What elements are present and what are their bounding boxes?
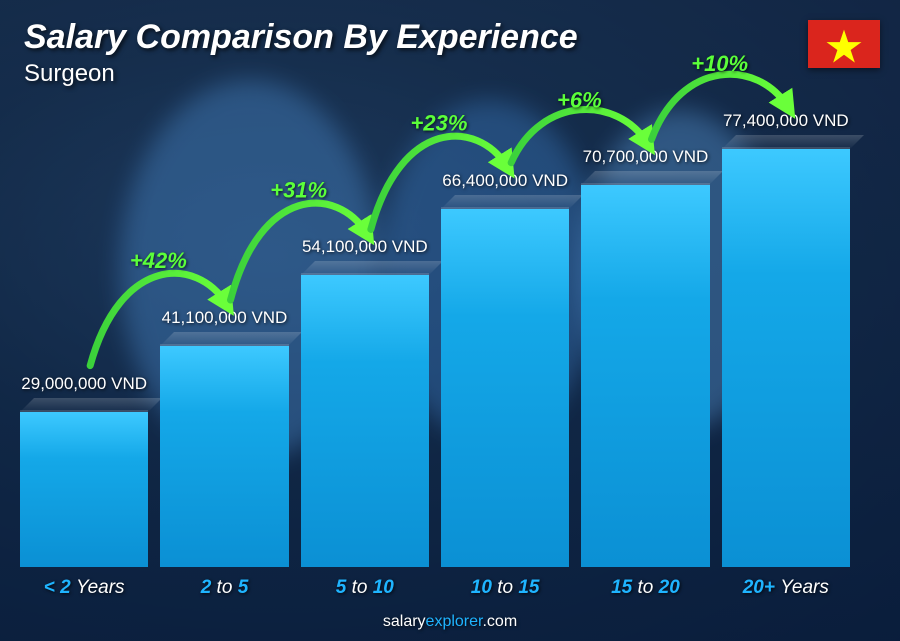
bar-value-label: 29,000,000 VND	[21, 374, 147, 394]
bar-value-label: 70,700,000 VND	[583, 147, 709, 167]
page-title: Salary Comparison By Experience	[24, 18, 578, 57]
bar-slot: 66,400,000 VND10 to 15	[441, 147, 569, 567]
bar-slot: 77,400,000 VND20+ Years	[722, 147, 850, 567]
bar-category-label: 5 to 10	[336, 577, 394, 599]
bar: 66,400,000 VND	[441, 207, 569, 567]
footer-brand: salaryexplorer.com	[0, 613, 900, 631]
bar-slot: 29,000,000 VND< 2 Years	[20, 147, 148, 567]
bar-category-label: 15 to 20	[611, 577, 680, 599]
bar: 29,000,000 VND	[20, 410, 148, 567]
bar-slot: 54,100,000 VND5 to 10	[301, 147, 429, 567]
bar-category-label: 10 to 15	[471, 577, 540, 599]
bar: 41,100,000 VND	[160, 344, 288, 567]
bar-category-label: < 2 Years	[44, 577, 125, 599]
bar-slot: 41,100,000 VND2 to 5	[160, 147, 288, 567]
bar: 77,400,000 VND	[722, 147, 850, 567]
bar-value-label: 66,400,000 VND	[442, 171, 568, 191]
bar-category-label: 2 to 5	[201, 577, 249, 599]
bar: 54,100,000 VND	[301, 273, 429, 567]
bar-value-label: 54,100,000 VND	[302, 237, 428, 257]
pct-change-label: +6%	[557, 87, 602, 112]
experience-bar-chart: 29,000,000 VND< 2 Years41,100,000 VND2 t…	[20, 147, 850, 567]
bar-category-label: 20+ Years	[743, 577, 829, 599]
page-subtitle: Surgeon	[24, 60, 115, 88]
bar-value-label: 41,100,000 VND	[162, 308, 288, 328]
pct-change-label: +10%	[691, 51, 748, 76]
bar: 70,700,000 VND	[581, 183, 709, 567]
vietnam-flag-icon	[808, 20, 880, 68]
bar-slot: 70,700,000 VND15 to 20	[581, 147, 709, 567]
bar-value-label: 77,400,000 VND	[723, 111, 849, 131]
